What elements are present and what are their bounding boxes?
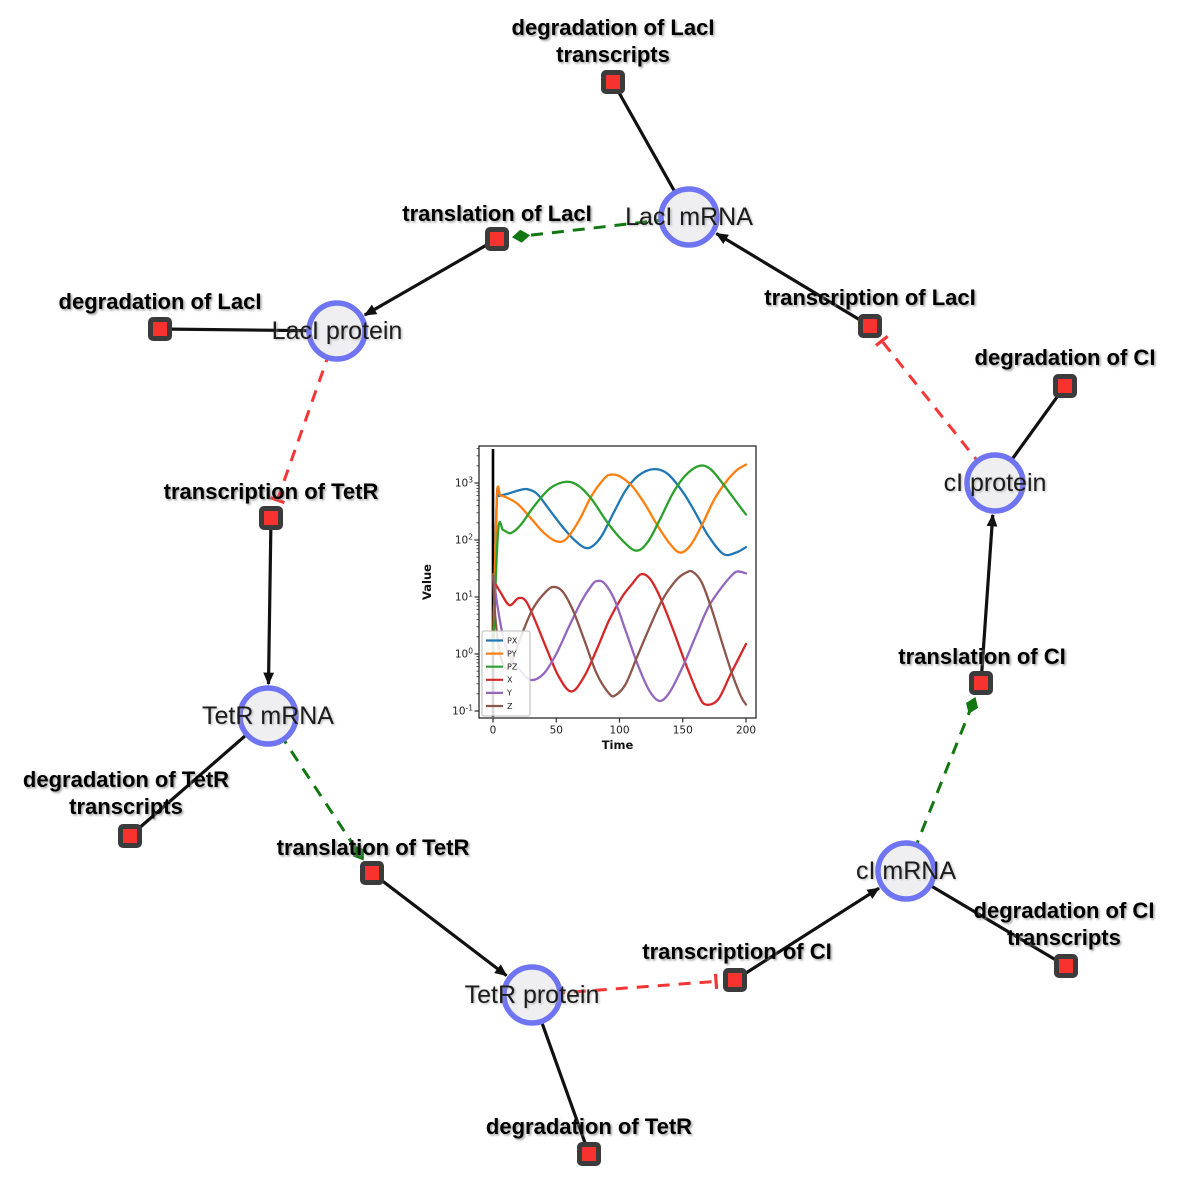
legend-label-py: PY [507,649,517,658]
x-tick-label: 150 [673,725,693,737]
reaction-label-txn-ci: transcription of CI [642,939,831,964]
legend-label-x: X [507,676,513,685]
x-tick-label: 0 [490,725,497,737]
node-layer [118,70,1078,1166]
reaction-node-txn-ci[interactable] [723,968,747,992]
species-node-ci-mrna[interactable] [875,840,937,902]
reaction-label-trl-tetr: translation of TetR [277,835,470,860]
reaction-node-deg-tetr[interactable] [577,1142,601,1166]
legend-label-z: Z [507,702,513,711]
edge-reactant-ci-mrna-deg-ci-tx [905,869,1067,968]
series-px-line [491,467,748,656]
species-node-tetr-mrna[interactable] [237,685,299,747]
species-label-tetr-mrna: TetR mRNA [202,702,334,730]
species-node-tetr-protein[interactable] [501,964,563,1026]
reaction-node-deg-ci[interactable] [1053,374,1077,398]
series-pz-line [491,464,748,656]
reaction-label-deg-ci-tx: transcripts [1007,925,1121,950]
legend-label-y: Y [506,689,512,698]
edge-modifier-ci-mrna-trl-ci [904,696,979,872]
reaction-label-txn-tetr: transcription of TetR [164,479,379,504]
reaction-node-deg-laci[interactable] [148,317,172,341]
species-node-laci-protein[interactable] [306,300,368,362]
reaction-node-trl-laci[interactable] [485,227,509,251]
species-label-ci-protein: cI protein [944,469,1047,497]
species-label-laci-protein: LacI protein [272,317,403,345]
species-node-laci-mrna[interactable] [658,186,720,248]
reaction-label-deg-laci-tx: degradation of LacI [512,15,715,40]
edge-layer [128,81,1067,1155]
label-layer: LacI mRNA LacI protein TetR mRNA TetR prote… [23,15,1156,1139]
species-label-laci-mrna: LacI mRNA [625,203,753,231]
species-node-ci-protein[interactable] [964,452,1026,514]
series-x-line [491,572,748,706]
reaction-node-trl-tetr[interactable] [360,861,384,885]
reaction-label-deg-tetr-tx: degradation of TetR [23,767,229,792]
reaction-label-txn-laci: transcription of LacI [764,285,975,310]
reaction-label-deg-ci: degradation of CI [975,345,1156,370]
edge-product-trl-ci-ci-protein [979,513,998,684]
edge-product-trl-laci-laci-protein [363,237,498,317]
reaction-label-deg-tetr: degradation of TetR [486,1114,692,1139]
edge-product-trl-tetr-tetr-protein [371,871,508,977]
reaction-label-deg-tetr-tx: transcripts [69,794,183,819]
reaction-label-deg-ci-tx: degradation of CI [974,898,1155,923]
reaction-node-txn-tetr[interactable] [259,506,283,530]
reaction-label-trl-ci: translation of CI [898,644,1065,669]
reaction-node-deg-tetr-tx[interactable] [118,824,142,848]
species-label-ci-mrna: cI mRNA [856,857,956,885]
legend-label-pz: PZ [507,663,518,672]
x-axis-label: Time [602,738,634,752]
edge-inhibition-tetr-protein-txn-ci [531,973,719,997]
reaction-label-trl-laci: translation of LacI [402,201,591,226]
edge-product-txn-laci-laci-mrna [715,232,871,328]
chart-legend: PX PY PZ XYZ [481,630,531,717]
series-py-line [491,463,748,656]
edge-product-txn-tetr-tetr-mrna [263,517,275,686]
reaction-node-txn-laci[interactable] [858,314,882,338]
plot-frame [478,445,757,719]
reaction-node-deg-laci-tx[interactable] [601,70,625,94]
species-label-tetr-protein: TetR protein [465,981,600,1009]
y-axis-label: Value [420,564,434,600]
legend-label-px: PX [507,636,518,645]
edge-product-txn-ci-ci-mrna [734,886,880,982]
reaction-node-deg-ci-tx[interactable] [1054,954,1078,978]
reaction-node-trl-ci[interactable] [969,671,993,695]
reaction-label-deg-laci-tx: transcripts [556,42,670,67]
legend-box [481,630,531,717]
x-tick-label: 100 [609,725,629,737]
reaction-label-deg-laci: degradation of LacI [59,289,262,314]
x-tick-label: 50 [550,725,563,737]
x-tick-label: 200 [736,725,756,737]
inset-plot: 0 50 100 150 20010-1100101102103TimeValuePXP… [420,432,776,760]
